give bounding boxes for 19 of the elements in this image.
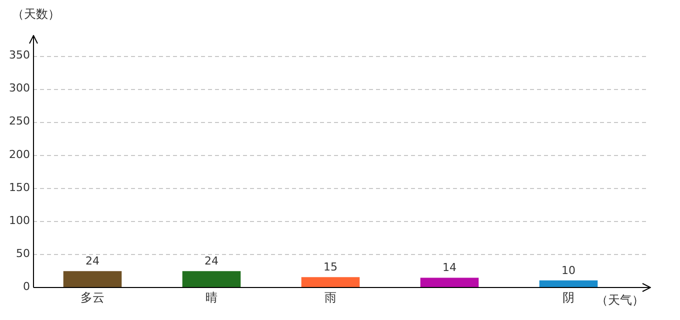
- y-tick-label: 100: [9, 214, 30, 227]
- x-tick-label: 晴: [206, 290, 218, 304]
- y-tick-label: 300: [9, 82, 30, 95]
- x-tick-label: 阴: [562, 290, 574, 304]
- y-tick-label: 50: [16, 246, 30, 260]
- x-axis-title: （天气）: [596, 292, 644, 309]
- y-tick-label: 0: [23, 280, 30, 293]
- data-label: 15: [324, 260, 338, 274]
- data-label: 24: [86, 254, 100, 268]
- y-tick-label: 150: [9, 180, 30, 194]
- x-tick-label: 多云: [80, 290, 104, 304]
- data-label: 10: [562, 264, 576, 277]
- data-label: 14: [442, 261, 456, 274]
- y-tick-label: 200: [9, 148, 30, 161]
- y-tick-label: 250: [9, 114, 30, 128]
- y-tick-label: 350: [9, 48, 30, 62]
- data-label: 24: [204, 254, 218, 268]
- x-tick-label: 雨: [324, 290, 336, 304]
- y-axis-title: （天数）: [12, 6, 60, 23]
